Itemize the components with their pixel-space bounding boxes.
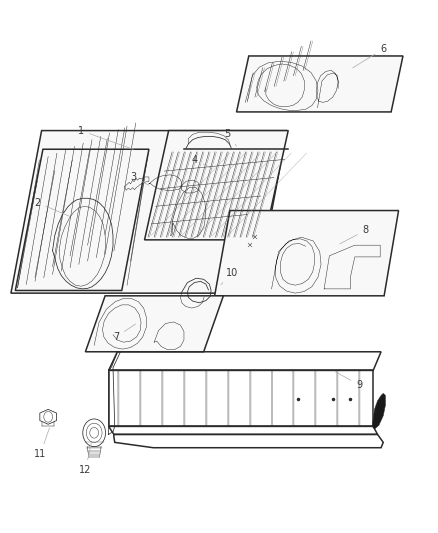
Text: 11: 11 bbox=[34, 428, 49, 459]
Polygon shape bbox=[11, 131, 287, 293]
Text: 5: 5 bbox=[225, 130, 237, 146]
Text: 2: 2 bbox=[34, 198, 70, 216]
Text: 9: 9 bbox=[336, 372, 362, 390]
Text: 10: 10 bbox=[221, 268, 238, 285]
Polygon shape bbox=[85, 296, 223, 352]
Text: 7: 7 bbox=[113, 324, 136, 342]
Polygon shape bbox=[237, 56, 403, 112]
Polygon shape bbox=[372, 393, 385, 429]
Text: 1: 1 bbox=[78, 126, 133, 149]
Polygon shape bbox=[145, 131, 288, 240]
Text: 12: 12 bbox=[79, 442, 92, 475]
Text: 4: 4 bbox=[192, 155, 212, 169]
Polygon shape bbox=[215, 211, 399, 296]
Text: 8: 8 bbox=[340, 225, 369, 244]
Text: 3: 3 bbox=[131, 172, 148, 185]
Text: 6: 6 bbox=[353, 44, 386, 68]
